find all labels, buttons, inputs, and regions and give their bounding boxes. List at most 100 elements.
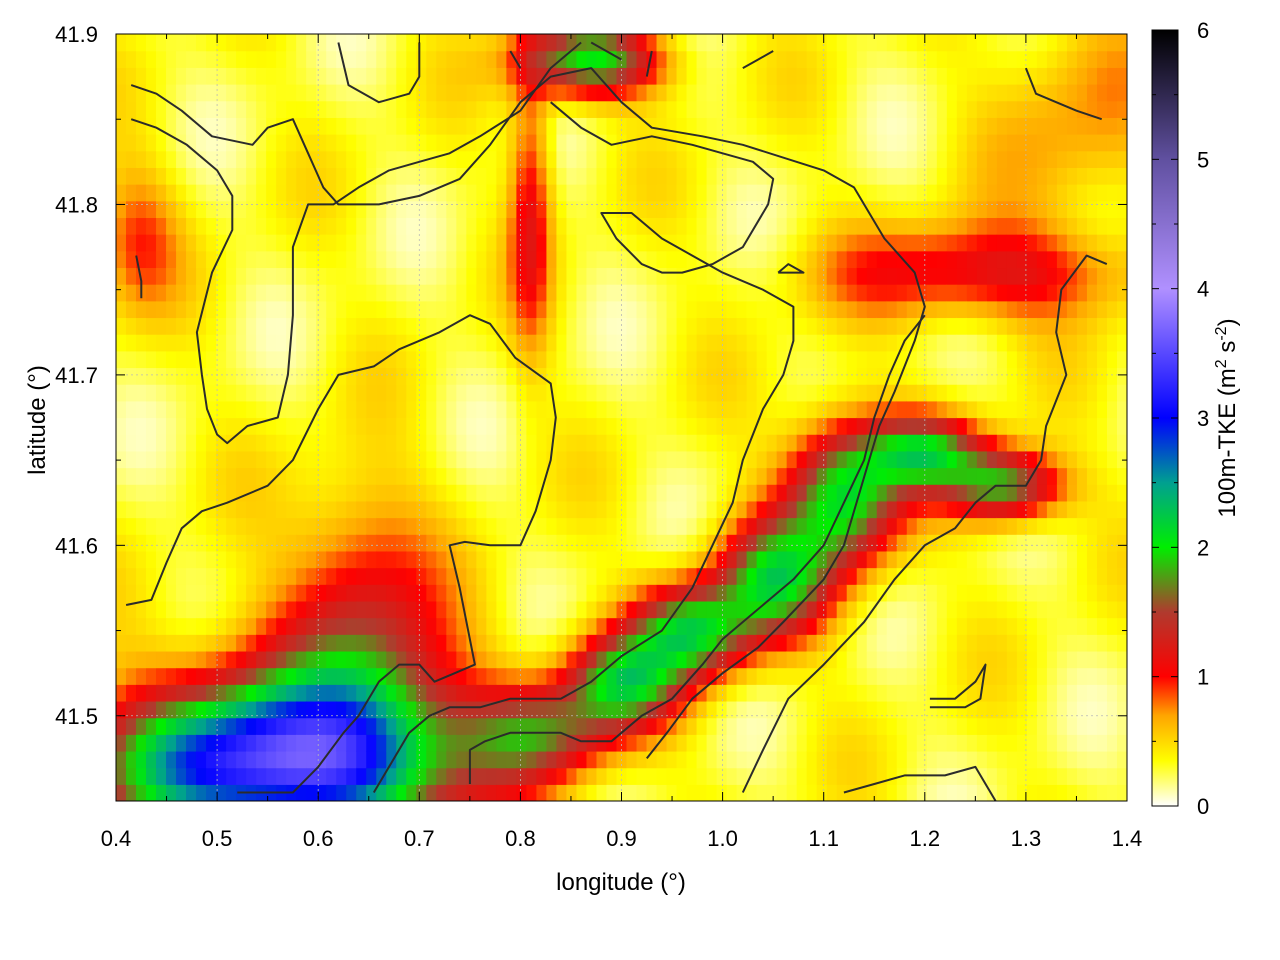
heatmap-cell (266, 50, 277, 68)
heatmap-cell (1116, 34, 1127, 52)
heatmap-cell (806, 334, 818, 352)
heatmap-cell (306, 700, 317, 719)
heatmap-cell (556, 400, 568, 419)
heatmap-cell (176, 267, 187, 285)
heatmap-cell (536, 734, 548, 752)
heatmap-cell (856, 234, 868, 252)
heatmap-cell (116, 617, 127, 635)
heatmap-cell (126, 684, 137, 702)
heatmap-cell (376, 567, 387, 585)
heatmap-cell (426, 50, 437, 68)
heatmap-cell (986, 617, 998, 635)
heatmap-cell (1006, 650, 1018, 669)
heatmap-cell (1036, 517, 1048, 535)
heatmap-cell (1006, 117, 1018, 135)
axis-ticks (115, 33, 1128, 801)
contour-line (590, 41, 622, 61)
heatmap-cell (406, 217, 417, 235)
heatmap-cell (776, 750, 788, 769)
heatmap-cell (976, 484, 988, 502)
heatmap-cell (346, 167, 357, 185)
heatmap-cell (486, 250, 497, 269)
heatmap-cell (546, 750, 558, 769)
heatmap-cell (926, 750, 938, 769)
heatmap-cell (776, 417, 788, 435)
heatmap-cell (176, 750, 187, 769)
heatmap-cell (606, 450, 618, 469)
heatmap-cell (416, 34, 427, 52)
heatmap-cell (566, 184, 578, 202)
heatmap-cell (946, 750, 958, 769)
heatmap-cell (536, 84, 548, 102)
heatmap-cell (1116, 650, 1127, 669)
heatmap-cell (596, 500, 608, 519)
heatmap-cell (206, 167, 217, 185)
heatmap-cell (436, 117, 447, 135)
heatmap-cell (836, 700, 848, 719)
heatmap-cell (856, 384, 868, 402)
heatmap-cell (1076, 650, 1088, 669)
heatmap-cell (656, 400, 668, 419)
heatmap-cell (666, 767, 678, 785)
heatmap-cell (516, 717, 528, 735)
heatmap-cell (906, 134, 918, 152)
heatmap-cell (826, 417, 838, 435)
heatmap-cell (396, 500, 407, 519)
heatmap-cell (786, 267, 798, 285)
heatmap-cell (736, 684, 748, 702)
heatmap-cell (1086, 50, 1098, 68)
heatmap-cell (806, 184, 818, 202)
heatmap-cell (936, 717, 948, 735)
heatmap-cell (966, 350, 978, 369)
heatmap-cell (546, 34, 558, 52)
heatmap-cell (696, 400, 708, 419)
heatmap-cell (926, 84, 938, 102)
heatmap-cell (886, 250, 898, 269)
heatmap-cell (156, 434, 167, 452)
heatmap-cell (136, 334, 147, 352)
heatmap-cell (116, 334, 127, 352)
heatmap-cell (516, 784, 528, 801)
heatmap-cell (636, 217, 648, 235)
heatmap-cell (766, 134, 778, 152)
heatmap-cell (116, 567, 127, 585)
heatmap-cell (596, 284, 608, 302)
heatmap-cell (816, 367, 828, 385)
heatmap-cell (436, 467, 447, 485)
heatmap-cell (536, 684, 548, 702)
heatmap-cell (806, 217, 818, 235)
heatmap-cell (456, 600, 467, 619)
heatmap-cell (116, 300, 127, 319)
heatmap-cell (156, 334, 167, 352)
heatmap-cell (1006, 200, 1018, 219)
heatmap-cell (966, 784, 978, 801)
heatmap-cell (716, 184, 728, 202)
heatmap-cell (276, 767, 287, 785)
heatmap-cell (706, 467, 718, 485)
heatmap-cell (976, 634, 988, 652)
heatmap-cell (166, 500, 177, 519)
heatmap-cell (946, 417, 958, 435)
heatmap-cell (1106, 300, 1118, 319)
heatmap-cell (656, 517, 668, 535)
heatmap-cell (886, 450, 898, 469)
heatmap-cell (1026, 434, 1038, 452)
heatmap-cell (656, 200, 668, 219)
heatmap-cell (796, 584, 808, 602)
heatmap-cell (916, 450, 928, 469)
heatmap-cell (626, 134, 638, 152)
heatmap-cell (916, 617, 928, 635)
heatmap-cell (596, 317, 608, 335)
heatmap-cell (776, 684, 788, 702)
heatmap-cell (246, 384, 257, 402)
heatmap-cell (726, 784, 738, 801)
heatmap-cell (136, 100, 147, 118)
heatmap-cell (446, 334, 457, 352)
heatmap-cell (156, 517, 167, 535)
heatmap-cell (336, 517, 347, 535)
heatmap-cell (556, 417, 568, 435)
heatmap-cell (786, 717, 798, 735)
heatmap-cell (726, 600, 738, 619)
heatmap-cell (776, 267, 788, 285)
heatmap-cell (1006, 767, 1018, 785)
